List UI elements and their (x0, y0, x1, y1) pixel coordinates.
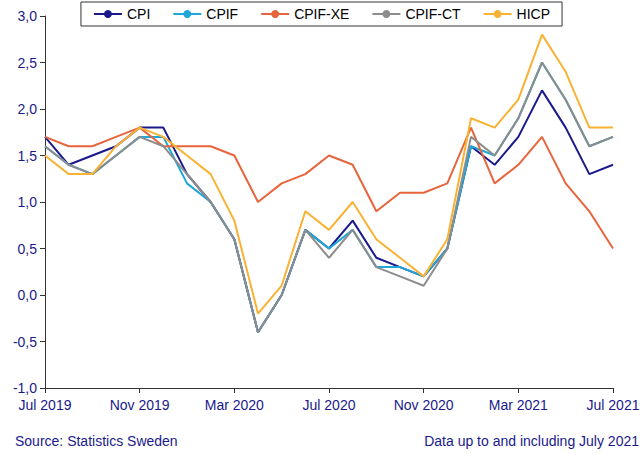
svg-text:Nov 2020: Nov 2020 (394, 397, 454, 413)
svg-text:-1,0: -1,0 (13, 380, 37, 396)
svg-text:HICP: HICP (517, 6, 550, 22)
svg-text:-0,5: -0,5 (13, 334, 37, 350)
svg-text:Jul 2019: Jul 2019 (19, 397, 72, 413)
svg-text:0,5: 0,5 (18, 241, 38, 257)
svg-text:CPIF-XE: CPIF-XE (294, 6, 349, 22)
svg-text:0,0: 0,0 (18, 287, 38, 303)
svg-text:3,0: 3,0 (18, 8, 38, 24)
svg-text:CPI: CPI (127, 6, 150, 22)
svg-text:Mar 2021: Mar 2021 (489, 397, 548, 413)
svg-text:CPIF-CT: CPIF-CT (405, 6, 461, 22)
svg-text:Nov 2019: Nov 2019 (110, 397, 170, 413)
svg-text:Data up to and including July: Data up to and including July 2021 (424, 433, 639, 449)
svg-text:1,0: 1,0 (18, 194, 38, 210)
svg-text:Jul 2021: Jul 2021 (587, 397, 640, 413)
svg-text:CPIF: CPIF (206, 6, 238, 22)
svg-text:2,0: 2,0 (18, 101, 38, 117)
svg-text:1,5: 1,5 (18, 148, 38, 164)
svg-text:2,5: 2,5 (18, 55, 38, 71)
svg-text:Source: Statistics Sweden: Source: Statistics Sweden (15, 433, 178, 449)
svg-text:Jul 2020: Jul 2020 (303, 397, 356, 413)
svg-text:Mar 2020: Mar 2020 (205, 397, 264, 413)
